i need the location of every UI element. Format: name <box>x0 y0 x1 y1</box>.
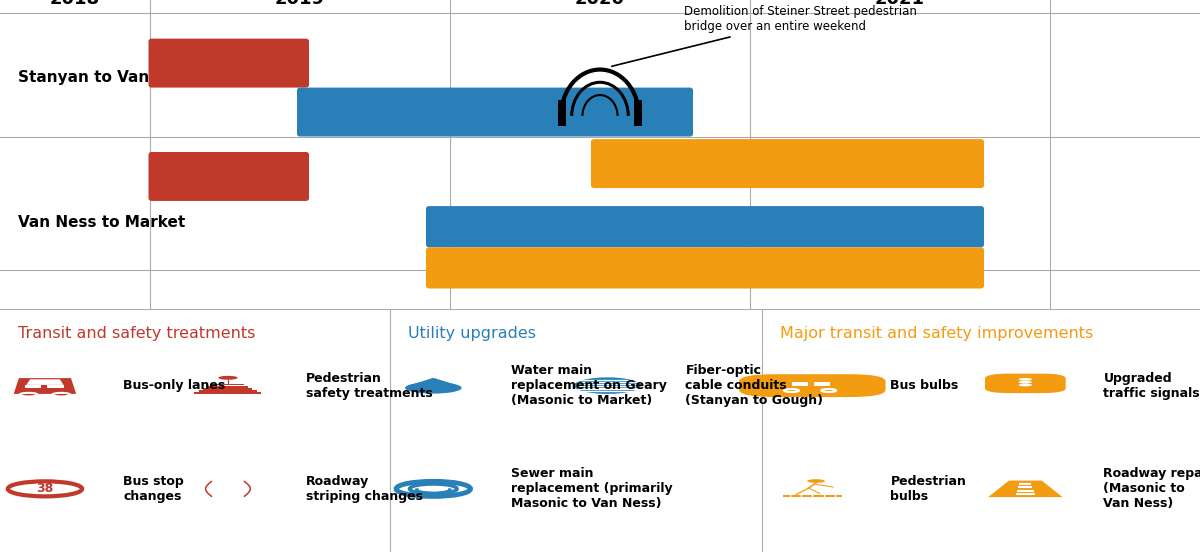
Text: Utility upgrades: Utility upgrades <box>408 326 536 341</box>
Text: Stanyan to Van Ness: Stanyan to Van Ness <box>18 70 196 85</box>
FancyBboxPatch shape <box>149 39 310 88</box>
Circle shape <box>808 479 824 483</box>
Text: 2018: 2018 <box>50 0 100 8</box>
Circle shape <box>1019 384 1032 386</box>
Circle shape <box>821 389 836 392</box>
Text: Bus bulbs: Bus bulbs <box>890 379 959 392</box>
Circle shape <box>19 393 37 396</box>
FancyBboxPatch shape <box>149 152 310 201</box>
Text: Bus stop
changes: Bus stop changes <box>124 475 184 503</box>
Bar <box>47 385 64 388</box>
Text: Bus-only lanes: Bus-only lanes <box>124 379 226 392</box>
Text: Major transit and safety improvements: Major transit and safety improvements <box>780 326 1093 341</box>
Bar <box>208 386 248 388</box>
FancyBboxPatch shape <box>592 139 984 188</box>
Bar <box>203 388 252 390</box>
Text: Transit and safety treatments: Transit and safety treatments <box>18 326 256 341</box>
Circle shape <box>53 393 71 396</box>
Polygon shape <box>13 378 76 394</box>
Bar <box>635 100 642 126</box>
FancyBboxPatch shape <box>739 374 886 397</box>
Text: Upgraded
traffic signals: Upgraded traffic signals <box>1104 371 1200 400</box>
FancyBboxPatch shape <box>985 374 1066 393</box>
Text: Van Ness to Market: Van Ness to Market <box>18 215 185 230</box>
Polygon shape <box>26 379 64 385</box>
Bar <box>194 392 262 394</box>
Text: Pedestrian
bulbs: Pedestrian bulbs <box>890 475 966 503</box>
Text: Demolition of Steiner Street pedestrian
bridge over an entire weekend: Demolition of Steiner Street pedestrian … <box>612 6 917 66</box>
Circle shape <box>1019 378 1032 381</box>
Circle shape <box>784 389 799 392</box>
Text: Water main
replacement on Geary
(Masonic to Market): Water main replacement on Geary (Masonic… <box>511 364 667 407</box>
Ellipse shape <box>574 378 641 394</box>
Circle shape <box>1019 381 1032 384</box>
Bar <box>1021 379 1030 392</box>
FancyBboxPatch shape <box>426 247 984 289</box>
Bar <box>558 100 565 126</box>
Polygon shape <box>408 378 458 386</box>
Text: 38: 38 <box>36 482 54 495</box>
Bar <box>814 383 830 386</box>
Bar <box>25 385 41 388</box>
FancyBboxPatch shape <box>298 88 692 136</box>
Text: Sewer main
replacement (primarily
Masonic to Van Ness): Sewer main replacement (primarily Masoni… <box>511 468 673 511</box>
Bar <box>212 384 244 385</box>
Bar <box>199 390 257 392</box>
Text: Roadway repaving
(Masonic to
Van Ness): Roadway repaving (Masonic to Van Ness) <box>1104 468 1200 511</box>
Bar <box>792 383 808 386</box>
Text: 2021: 2021 <box>875 0 925 8</box>
Bar <box>782 495 842 497</box>
Text: 2020: 2020 <box>575 0 625 8</box>
Text: Roadway
striping changes: Roadway striping changes <box>306 475 424 503</box>
Text: 2019: 2019 <box>275 0 325 8</box>
Text: Fiber-optic
cable conduits
(Stanyan to Gough): Fiber-optic cable conduits (Stanyan to G… <box>685 364 823 407</box>
FancyBboxPatch shape <box>426 206 984 247</box>
Text: Pedestrian
safety treatments: Pedestrian safety treatments <box>306 371 433 400</box>
Circle shape <box>406 382 462 394</box>
Polygon shape <box>988 481 1062 497</box>
Circle shape <box>218 376 238 380</box>
